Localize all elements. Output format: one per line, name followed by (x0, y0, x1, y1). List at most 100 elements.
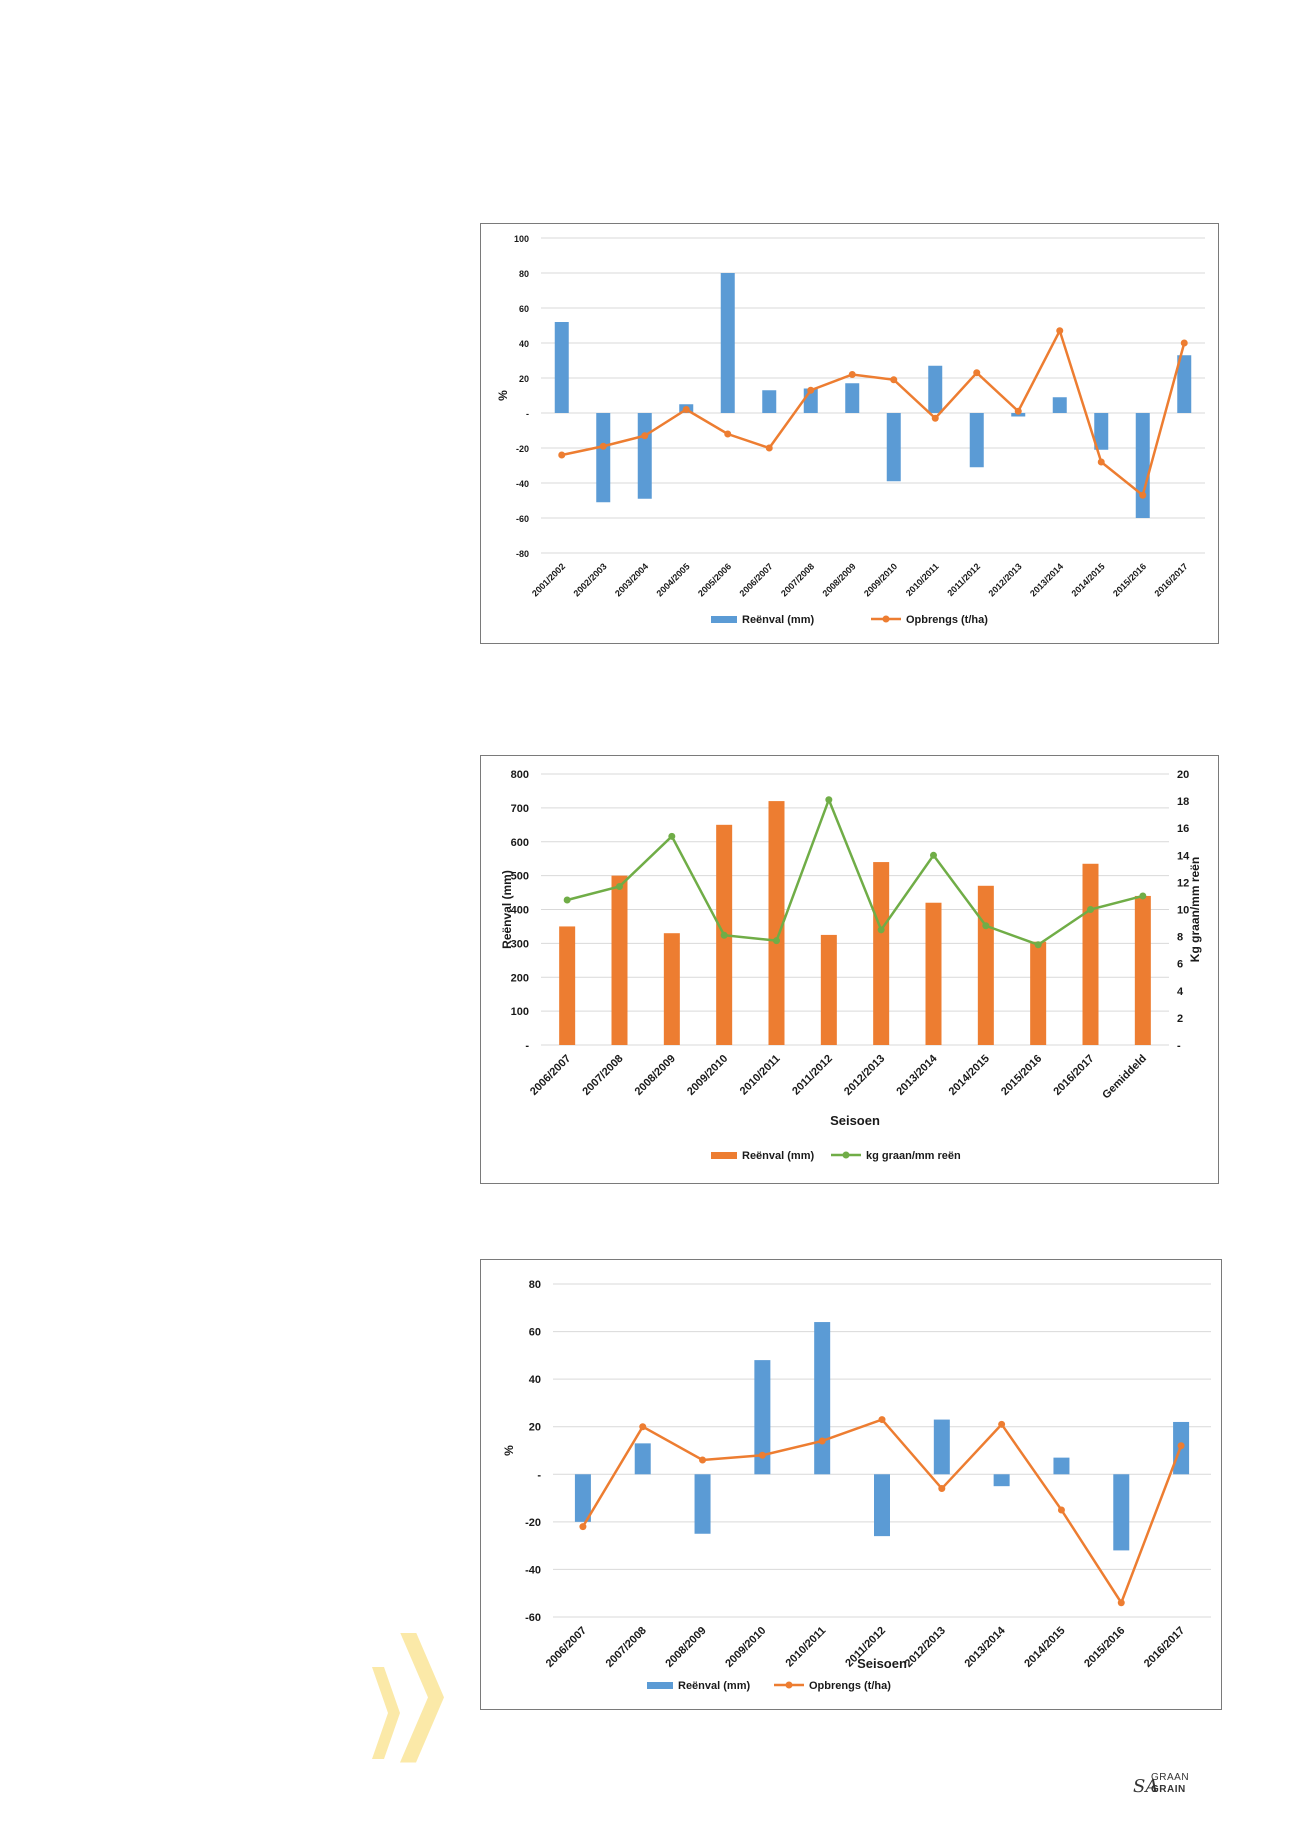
legend-bar-label: Reënval (mm) (742, 1150, 814, 1162)
bar (574, 1474, 591, 1522)
y-tick-label: - (537, 1469, 541, 1481)
line-point (877, 926, 885, 934)
x-tick-label: 2008/2009 (663, 1625, 708, 1670)
logo-grain: GRAIN (1151, 1784, 1186, 1795)
line-point (616, 882, 623, 890)
logo-sa: SA (1133, 1776, 1159, 1797)
x-tick-label: 2016/2017 (1142, 1625, 1187, 1670)
x-tick-label: 2006/2007 (738, 561, 775, 598)
x-tick-label: 2011/2012 (790, 1053, 835, 1098)
x-tick-label: 2015/2016 (999, 1053, 1044, 1098)
line-point (1034, 941, 1042, 949)
sa-graan-logo: SA GRAAN GRAIN (1133, 1772, 1203, 1802)
x-tick-label: Gemiddeld (1100, 1053, 1149, 1102)
bar (634, 1443, 651, 1475)
y-tick-label: 700 (511, 803, 529, 815)
x-tick-label: 2016/2017 (1153, 561, 1190, 598)
line-point (931, 414, 939, 422)
bar (886, 413, 901, 482)
line-point (579, 1523, 587, 1531)
bar (1082, 863, 1099, 1045)
bar (933, 1419, 950, 1475)
line-point (1180, 339, 1188, 347)
y-axis-label: % (502, 1445, 516, 1456)
x-tick-label: 2012/2013 (903, 1625, 948, 1670)
line-point (1057, 1506, 1065, 1514)
legend-bar-label: Reënval (mm) (742, 614, 814, 626)
line-point (818, 1437, 826, 1445)
y-axis-label: % (496, 390, 510, 401)
line-point (890, 376, 898, 384)
line-point (720, 931, 728, 939)
y2-tick-label: 10 (1177, 905, 1189, 917)
x-tick-label: 2014/2015 (947, 1053, 992, 1098)
x-tick-label: 2013/2014 (1028, 561, 1065, 598)
x-tick-label: 2002/2003 (572, 561, 609, 598)
x-tick-label: 2004/2005 (655, 561, 692, 598)
line-point (682, 406, 690, 413)
chart-2-svg: 800 700 600 500 400 300 200 100 - 20 18 16 14 12 10 8 6 4… (500, 769, 1202, 1162)
bar (874, 1474, 890, 1537)
bar (845, 383, 860, 413)
y-tick-label: - (525, 1040, 529, 1052)
y-tick-label: 80 (519, 269, 529, 279)
y-tick-label: - (526, 409, 529, 419)
line-point (1139, 491, 1147, 499)
x-tick-label: 2014/2015 (1070, 561, 1107, 598)
y2-tick-label: 16 (1177, 823, 1189, 835)
y-tick-label: 400 (511, 905, 529, 917)
line-point (807, 386, 815, 394)
y2-tick-label: 12 (1177, 877, 1189, 889)
bar (694, 1474, 711, 1534)
x-tick-label: 2014/2015 (1022, 1625, 1067, 1670)
x-tick-label: 2007/2008 (779, 561, 816, 598)
bar (663, 933, 680, 1045)
line-point (765, 444, 773, 452)
legend-line-marker (785, 1681, 793, 1689)
line-point (982, 922, 990, 930)
legend-bar-swatch (647, 1682, 673, 1689)
x-tick-label: 2013/2014 (894, 1052, 940, 1098)
bar (1177, 355, 1192, 413)
y-tick-label: 100 (514, 234, 529, 244)
y-tick-label: -80 (516, 549, 529, 559)
y-tick-label: -40 (516, 479, 529, 489)
bar (554, 322, 569, 413)
line-point (848, 371, 856, 378)
x-tick-label: 2001/2002 (530, 561, 567, 598)
line-point (558, 451, 566, 459)
bar (1094, 413, 1109, 450)
line-point (758, 1451, 766, 1459)
line-point (1014, 407, 1022, 415)
x-tick-label: 2006/2007 (528, 1053, 573, 1098)
legend-line-label: kg graan/mm reën (866, 1150, 961, 1162)
x-tick-label: 2012/2013 (842, 1053, 887, 1098)
y2-axis-label: Kg graan/mm reën (1188, 857, 1202, 962)
line-point (639, 1423, 647, 1431)
x-tick-label: 2007/2008 (604, 1625, 649, 1670)
bar (1134, 895, 1151, 1045)
y-tick-label: 600 (511, 837, 529, 849)
y-tick-label: 300 (511, 938, 529, 950)
logo-graan: GRAAN (1151, 1772, 1190, 1783)
series-line (561, 327, 1186, 498)
bar (928, 365, 943, 413)
bar (820, 934, 837, 1045)
y-axis-label: Reënval (mm) (500, 870, 514, 949)
x-tick-label: 2007/2008 (580, 1053, 625, 1098)
bar (1135, 413, 1150, 518)
bar (873, 862, 890, 1045)
legend-line-marker (882, 615, 890, 623)
line-point (1056, 327, 1064, 335)
x-tick-label: 2010/2011 (904, 561, 941, 598)
line-point (1139, 892, 1147, 900)
x-tick-label: 2015/2016 (1082, 1625, 1127, 1670)
x-tick-label: 2006/2007 (544, 1625, 589, 1670)
y-tick-label: 40 (529, 1374, 541, 1386)
legend-bar-swatch (711, 1152, 737, 1159)
legend-bar-label: Reënval (mm) (678, 1680, 750, 1692)
line-point (641, 432, 649, 440)
line-point (599, 442, 607, 450)
chevron-decoration-icon (372, 1633, 444, 1763)
y-tick-label: 800 (511, 769, 529, 781)
